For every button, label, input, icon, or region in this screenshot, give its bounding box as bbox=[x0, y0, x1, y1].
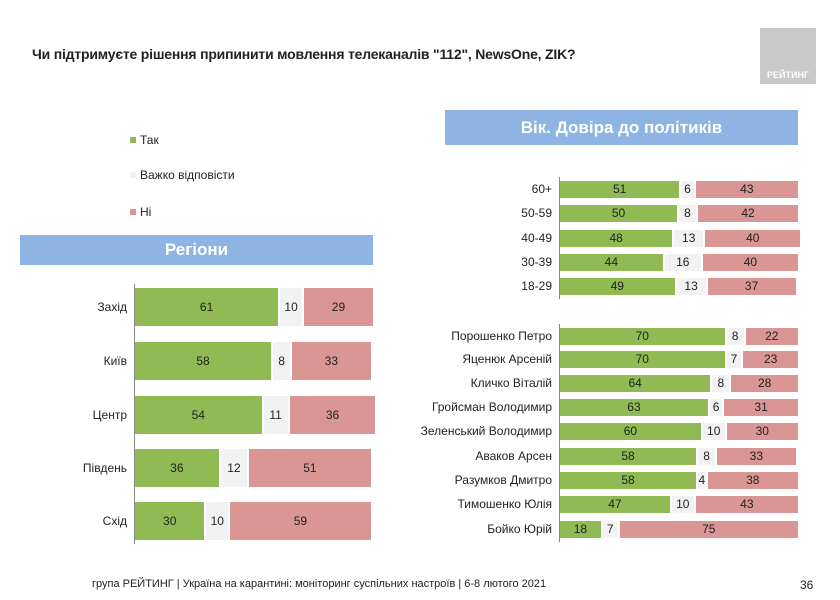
rating-logo: РЕЙТИНГ bbox=[760, 28, 816, 84]
bar-segment-no: 59 bbox=[230, 502, 371, 540]
bar-segment-no: 31 bbox=[724, 398, 798, 416]
bar-segment-hard-to-say: 7 bbox=[726, 350, 742, 368]
bar-segment-yes: 48 bbox=[560, 229, 673, 247]
bar-segment-no: 22 bbox=[745, 327, 798, 345]
regions-header: Регіони bbox=[20, 235, 373, 265]
category-label: 30-39 bbox=[521, 255, 552, 269]
bar-segment-hard-to-say: 4 bbox=[698, 471, 706, 489]
legend-swatch-yes bbox=[130, 137, 136, 143]
bar-segment-yes: 44 bbox=[560, 253, 663, 271]
bar-segment-no: 23 bbox=[743, 350, 798, 368]
bar-segment-yes: 60 bbox=[560, 422, 701, 440]
slide-title: Чи підтримуєте рішення припинити мовленн… bbox=[32, 46, 576, 62]
legend-label-no: Ні bbox=[140, 205, 152, 219]
category-label: 50-59 bbox=[521, 206, 552, 220]
bar-segment-no: 51 bbox=[249, 449, 371, 487]
category-label: Аваков Арсен bbox=[475, 449, 552, 463]
legend-item-hard-to-say: Важко відповісти bbox=[130, 168, 235, 182]
bar-segment-yes: 36 bbox=[135, 449, 219, 487]
page-number: 36 bbox=[800, 578, 814, 592]
bar-segment-hard-to-say: 16 bbox=[664, 253, 701, 271]
bar-segment-hard-to-say: 7 bbox=[602, 520, 618, 538]
bar-segment-yes: 47 bbox=[560, 495, 670, 513]
bar-segment-yes: 54 bbox=[135, 396, 262, 434]
bar-segment-hard-to-say: 13 bbox=[676, 277, 706, 295]
legend-swatch-no bbox=[130, 209, 136, 215]
bar-segment-yes: 30 bbox=[135, 502, 205, 540]
legend-label-yes: Так bbox=[140, 133, 159, 147]
bar-segment-yes: 18 bbox=[560, 520, 601, 538]
bar-segment-no: 28 bbox=[731, 374, 798, 392]
category-label: Разумков Дмитро bbox=[454, 473, 552, 487]
category-label: Центр bbox=[92, 408, 127, 422]
category-label: Бойко Юрій bbox=[487, 522, 552, 536]
bar-segment-yes: 51 bbox=[560, 180, 680, 198]
bar-segment-hard-to-say: 10 bbox=[206, 502, 229, 540]
bar-segment-no: 40 bbox=[705, 229, 801, 247]
bar-segment-no: 30 bbox=[726, 422, 798, 440]
category-axis bbox=[134, 284, 135, 544]
bar-segment-yes: 70 bbox=[560, 327, 725, 345]
category-label: Захід bbox=[97, 300, 127, 314]
bar-segment-yes: 58 bbox=[135, 342, 272, 380]
category-axis bbox=[559, 176, 560, 299]
bar-segment-no: 43 bbox=[695, 180, 798, 198]
bar-segment-yes: 70 bbox=[560, 350, 725, 368]
bar-segment-yes: 50 bbox=[560, 204, 677, 222]
bar-segment-no: 33 bbox=[717, 447, 796, 465]
bar-segment-yes: 58 bbox=[560, 471, 697, 489]
bar-segment-no: 38 bbox=[707, 471, 798, 489]
bar-segment-no: 36 bbox=[289, 396, 376, 434]
bar-segment-yes: 58 bbox=[560, 447, 697, 465]
bar-segment-hard-to-say: 10 bbox=[702, 422, 725, 440]
category-label: Кличко Віталій bbox=[470, 376, 552, 390]
category-label: 60+ bbox=[531, 182, 552, 196]
bar-segment-yes: 49 bbox=[560, 277, 675, 295]
bar-segment-no: 75 bbox=[619, 520, 798, 538]
bar-segment-hard-to-say: 10 bbox=[280, 288, 302, 326]
bar-segment-no: 43 bbox=[695, 495, 798, 513]
age-trust-header: Вік. Довіра до політиків bbox=[445, 110, 798, 145]
bar-segment-no: 29 bbox=[303, 288, 373, 326]
legend-item-no: Ні bbox=[130, 205, 151, 219]
legend-item-yes: Так bbox=[130, 133, 159, 147]
category-label: Південь bbox=[82, 461, 127, 475]
category-label: Зеленський Володимир bbox=[420, 424, 552, 438]
bar-segment-hard-to-say: 8 bbox=[726, 327, 744, 345]
logo-text: РЕЙТИНГ bbox=[766, 70, 810, 80]
bar-segment-hard-to-say: 6 bbox=[681, 180, 694, 198]
bar-segment-hard-to-say: 6 bbox=[709, 398, 723, 416]
category-axis bbox=[559, 323, 560, 542]
bar-segment-yes: 64 bbox=[560, 374, 711, 392]
category-label: 18-29 bbox=[521, 279, 552, 293]
bar-segment-hard-to-say: 12 bbox=[220, 449, 248, 487]
bar-segment-hard-to-say: 8 bbox=[698, 447, 716, 465]
category-label: Яценюк Арсеній bbox=[462, 352, 552, 366]
bar-segment-no: 37 bbox=[707, 277, 796, 295]
bar-segment-no: 33 bbox=[292, 342, 371, 380]
bar-segment-hard-to-say: 11 bbox=[263, 396, 288, 434]
footer-text: група РЕЙТИНГ | Україна на карантині: мо… bbox=[92, 578, 547, 590]
bar-segment-hard-to-say: 8 bbox=[712, 374, 730, 392]
bar-segment-hard-to-say: 8 bbox=[273, 342, 291, 380]
category-label: 40-49 bbox=[521, 231, 552, 245]
category-label: Київ bbox=[103, 354, 127, 368]
category-label: Тимошенко Юлія bbox=[457, 497, 553, 511]
bar-segment-hard-to-say: 10 bbox=[671, 495, 694, 513]
bar-segment-no: 42 bbox=[698, 204, 798, 222]
legend-swatch-hard-to-say bbox=[130, 172, 136, 178]
bar-segment-no: 40 bbox=[702, 253, 798, 271]
bar-segment-yes: 61 bbox=[135, 288, 279, 326]
category-label: Гройсман Володимир bbox=[431, 400, 552, 414]
legend-label-hard-to-say: Важко відповісти bbox=[140, 168, 235, 182]
bar-segment-hard-to-say: 13 bbox=[674, 229, 704, 247]
bar-segment-hard-to-say: 8 bbox=[679, 204, 697, 222]
category-label: Схід bbox=[102, 514, 127, 528]
bar-segment-yes: 63 bbox=[560, 398, 708, 416]
category-label: Порошенко Петро bbox=[451, 329, 552, 343]
